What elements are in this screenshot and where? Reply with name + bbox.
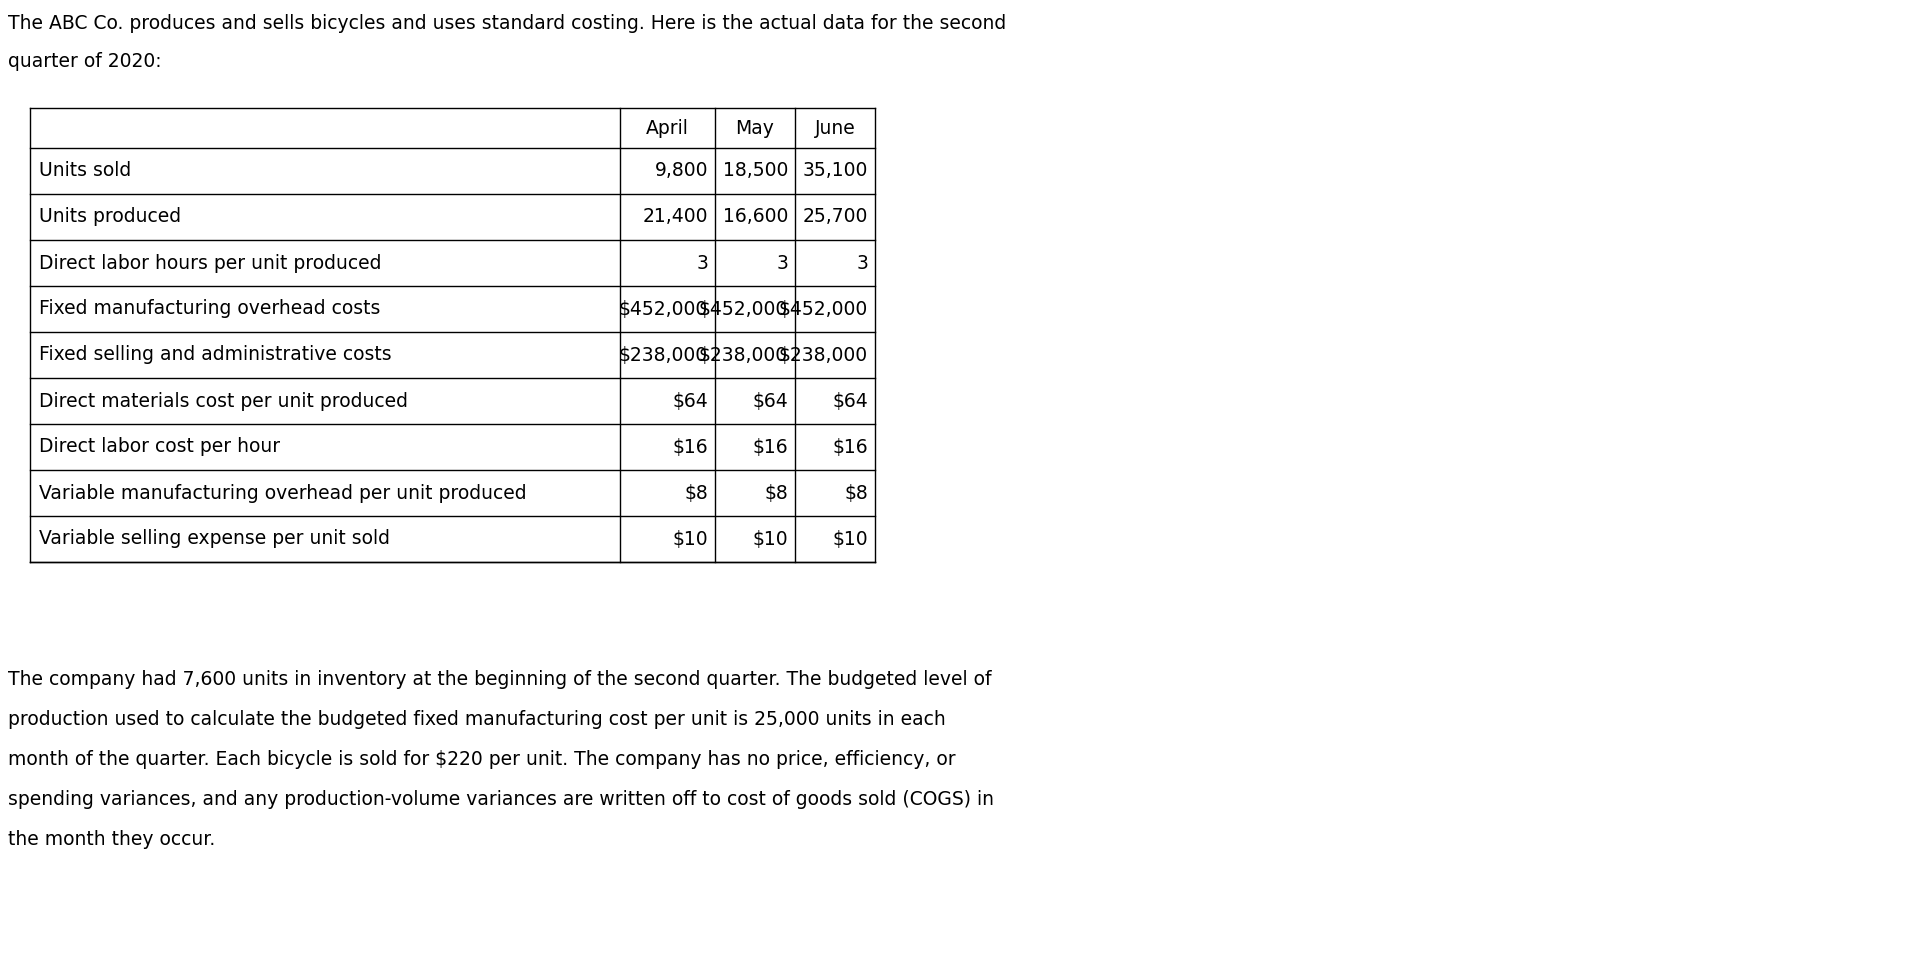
Text: the month they occur.: the month they occur.: [8, 830, 216, 849]
Text: Units sold: Units sold: [38, 161, 132, 181]
Text: $10: $10: [833, 529, 867, 549]
Text: 3: 3: [775, 253, 789, 273]
Text: Fixed manufacturing overhead costs: Fixed manufacturing overhead costs: [38, 299, 380, 318]
Text: spending variances, and any production-volume variances are written off to cost : spending variances, and any production-v…: [8, 790, 993, 809]
Text: $452,000: $452,000: [699, 299, 789, 318]
Text: 25,700: 25,700: [802, 208, 867, 226]
Text: Variable manufacturing overhead per unit produced: Variable manufacturing overhead per unit…: [38, 484, 527, 503]
Text: 9,800: 9,800: [655, 161, 709, 181]
Text: May: May: [735, 118, 774, 138]
Text: Units produced: Units produced: [38, 208, 181, 226]
Text: $64: $64: [672, 391, 709, 411]
Text: 35,100: 35,100: [802, 161, 867, 181]
Text: June: June: [816, 118, 856, 138]
Text: Direct labor hours per unit produced: Direct labor hours per unit produced: [38, 253, 382, 273]
Text: $10: $10: [672, 529, 709, 549]
Text: $16: $16: [753, 438, 789, 456]
Text: $64: $64: [753, 391, 789, 411]
Text: 3: 3: [695, 253, 709, 273]
Text: 16,600: 16,600: [722, 208, 789, 226]
Text: The company had 7,600 units in inventory at the beginning of the second quarter.: The company had 7,600 units in inventory…: [8, 670, 991, 689]
Text: $452,000: $452,000: [779, 299, 867, 318]
Text: $8: $8: [684, 484, 709, 503]
Text: April: April: [646, 118, 690, 138]
Text: Fixed selling and administrative costs: Fixed selling and administrative costs: [38, 346, 392, 364]
Text: The ABC Co. produces and sells bicycles and uses standard costing. Here is the a: The ABC Co. produces and sells bicycles …: [8, 14, 1007, 33]
Text: $8: $8: [844, 484, 867, 503]
Text: 18,500: 18,500: [722, 161, 789, 181]
Text: production used to calculate the budgeted fixed manufacturing cost per unit is 2: production used to calculate the budgete…: [8, 710, 945, 729]
Text: 21,400: 21,400: [642, 208, 709, 226]
Text: $16: $16: [833, 438, 867, 456]
Text: $8: $8: [764, 484, 789, 503]
Text: $238,000: $238,000: [699, 346, 789, 364]
Text: quarter of 2020:: quarter of 2020:: [8, 52, 162, 71]
Text: Variable selling expense per unit sold: Variable selling expense per unit sold: [38, 529, 390, 549]
Text: Direct labor cost per hour: Direct labor cost per hour: [38, 438, 281, 456]
Text: $10: $10: [753, 529, 789, 549]
Text: $238,000: $238,000: [619, 346, 709, 364]
Text: $452,000: $452,000: [619, 299, 709, 318]
Text: 3: 3: [856, 253, 867, 273]
Text: $16: $16: [672, 438, 709, 456]
Text: $238,000: $238,000: [779, 346, 867, 364]
Text: $64: $64: [833, 391, 867, 411]
Text: Direct materials cost per unit produced: Direct materials cost per unit produced: [38, 391, 409, 411]
Text: month of the quarter. Each bicycle is sold for $220 per unit. The company has no: month of the quarter. Each bicycle is so…: [8, 750, 955, 769]
